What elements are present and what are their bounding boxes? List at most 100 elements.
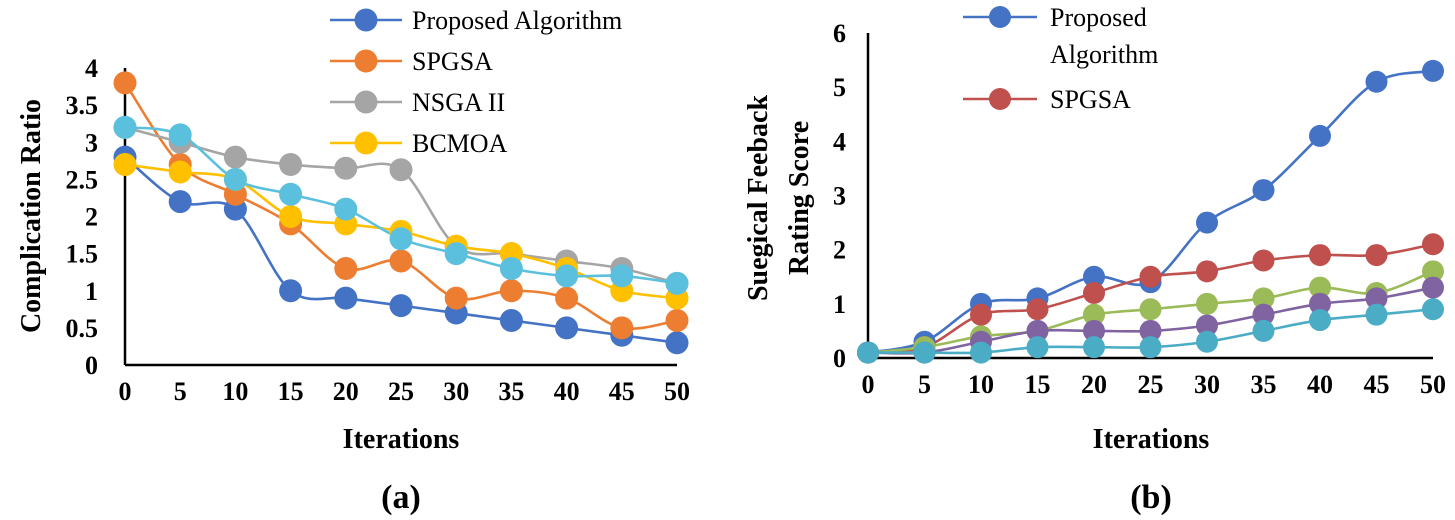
legend-marker bbox=[354, 8, 378, 32]
y-tick-label: 6 bbox=[833, 19, 846, 48]
data-point bbox=[665, 271, 689, 295]
data-point bbox=[1083, 265, 1105, 288]
x-tick-label: 30 bbox=[443, 377, 469, 406]
x-tick-label: 50 bbox=[1420, 370, 1446, 399]
x-tick-label: 15 bbox=[278, 377, 304, 406]
data-point bbox=[1196, 211, 1218, 234]
data-point bbox=[1422, 233, 1444, 256]
data-point bbox=[168, 160, 192, 184]
data-point bbox=[1026, 336, 1049, 359]
y-tick-label: 0 bbox=[85, 351, 98, 380]
data-point bbox=[610, 264, 634, 288]
data-point bbox=[113, 153, 137, 177]
y-tick-label: 1 bbox=[85, 277, 98, 306]
legend-marker bbox=[354, 49, 378, 73]
data-point bbox=[1139, 336, 1162, 359]
legend-label: SPGSA bbox=[412, 47, 493, 76]
data-point bbox=[279, 182, 303, 206]
x-tick-label: 5 bbox=[174, 377, 187, 406]
legend-label: NSGA II bbox=[412, 88, 505, 117]
data-point bbox=[1196, 292, 1218, 315]
data-point bbox=[1026, 319, 1049, 342]
x-tick-label: 20 bbox=[333, 377, 359, 406]
x-tick-label: 20 bbox=[1081, 370, 1107, 399]
data-point bbox=[970, 303, 992, 326]
data-point bbox=[1309, 124, 1331, 147]
data-point bbox=[334, 256, 358, 280]
x-tick-label: 25 bbox=[388, 377, 414, 406]
legend-label: Proposed bbox=[1050, 3, 1147, 32]
legend-marker bbox=[989, 88, 1011, 110]
data-point bbox=[499, 308, 523, 332]
legend-label: Proposed Algorithm bbox=[412, 6, 622, 35]
series-line bbox=[123, 82, 678, 330]
data-point bbox=[1309, 276, 1331, 299]
data-point bbox=[223, 167, 247, 191]
data-point bbox=[334, 197, 358, 221]
legend-label: Algorithm bbox=[1050, 40, 1158, 69]
x-tick-label: 30 bbox=[1194, 370, 1220, 399]
x-axis-title: Iterations bbox=[1093, 424, 1210, 455]
data-point bbox=[499, 279, 523, 303]
data-point bbox=[1196, 314, 1218, 337]
y-tick-label: 3.5 bbox=[66, 91, 99, 120]
y-axis-title-line: Rating Score bbox=[784, 121, 815, 275]
legend-marker bbox=[354, 131, 378, 155]
y-tick-label: 1 bbox=[833, 290, 846, 319]
x-tick-label: 5 bbox=[918, 370, 931, 399]
x-tick-label: 10 bbox=[222, 377, 248, 406]
data-point bbox=[1309, 309, 1331, 332]
y-tick-label: 1.5 bbox=[66, 240, 99, 269]
data-point bbox=[113, 115, 137, 139]
legend-label: SPGSA bbox=[1050, 85, 1131, 114]
data-point bbox=[1365, 287, 1388, 310]
data-point bbox=[389, 158, 413, 182]
data-point bbox=[1422, 276, 1444, 299]
data-point bbox=[857, 341, 879, 364]
panel-label: (b) bbox=[1130, 479, 1172, 516]
y-tick-label: 3 bbox=[85, 128, 98, 157]
data-point bbox=[223, 145, 247, 169]
data-point bbox=[1196, 260, 1218, 283]
y-tick-label: 4 bbox=[833, 127, 846, 156]
y-tick-label: 2 bbox=[85, 203, 98, 232]
x-tick-label: 50 bbox=[664, 377, 690, 406]
data-point bbox=[555, 264, 579, 288]
data-point bbox=[1252, 287, 1275, 310]
data-point bbox=[1422, 59, 1444, 82]
y-tick-label: 0.5 bbox=[66, 314, 99, 343]
data-point bbox=[499, 256, 523, 280]
y-tick-label: 0 bbox=[833, 344, 846, 373]
x-tick-label: 0 bbox=[862, 370, 875, 399]
panel-label: (a) bbox=[381, 479, 421, 516]
data-point bbox=[334, 286, 358, 310]
data-point bbox=[279, 153, 303, 177]
data-point bbox=[1139, 298, 1162, 321]
data-point bbox=[279, 279, 303, 303]
data-point bbox=[1252, 319, 1275, 342]
x-tick-label: 45 bbox=[1364, 370, 1390, 399]
data-point bbox=[1083, 336, 1105, 359]
data-point bbox=[279, 205, 303, 228]
x-tick-label: 35 bbox=[498, 377, 524, 406]
data-point bbox=[555, 316, 579, 340]
data-point bbox=[1083, 282, 1105, 304]
data-point bbox=[913, 341, 936, 364]
data-point bbox=[389, 249, 413, 273]
data-point bbox=[1083, 303, 1105, 326]
data-point bbox=[1139, 265, 1162, 288]
data-point bbox=[113, 71, 137, 95]
y-tick-label: 5 bbox=[833, 73, 846, 102]
data-point bbox=[1252, 179, 1275, 202]
y-tick-label: 4 bbox=[85, 54, 98, 83]
legend-label: BCMOA bbox=[412, 129, 508, 158]
x-tick-label: 35 bbox=[1251, 370, 1277, 399]
data-point bbox=[610, 316, 634, 340]
data-point bbox=[665, 331, 689, 355]
data-point bbox=[1422, 298, 1444, 321]
y-tick-label: 3 bbox=[833, 182, 846, 211]
chart-panel-a: 00.511.522.533.540 5 10 15 20 25 30 35 40 45 50Ite… bbox=[16, 6, 690, 516]
data-point bbox=[1309, 244, 1331, 267]
x-tick-label: 15 bbox=[1025, 370, 1051, 399]
